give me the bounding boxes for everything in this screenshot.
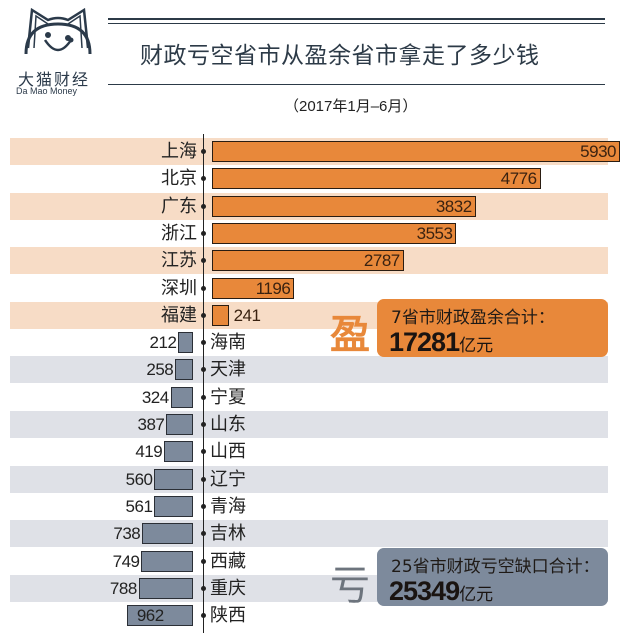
value-label: 4776 bbox=[500, 169, 537, 189]
region-label: 北京 bbox=[161, 168, 197, 190]
chart-title: 财政亏空省市从盈余省市拿走了多少钱 bbox=[140, 43, 540, 69]
region-label: 西藏 bbox=[210, 550, 246, 572]
value-label: 561 bbox=[125, 496, 153, 516]
value-label: 324 bbox=[141, 387, 169, 407]
region-label: 浙江 bbox=[161, 222, 197, 244]
chart-row bbox=[10, 493, 608, 520]
deficit-bar bbox=[166, 414, 193, 435]
value-label: 3832 bbox=[435, 196, 472, 216]
chart-row bbox=[10, 438, 608, 465]
chart-row bbox=[10, 275, 608, 302]
region-label: 福建 bbox=[161, 304, 197, 326]
region-label: 山西 bbox=[210, 441, 246, 463]
value-label: 2787 bbox=[363, 251, 400, 271]
surplus-bar bbox=[212, 277, 295, 299]
region-label: 吉林 bbox=[210, 523, 246, 545]
center-axis bbox=[203, 134, 204, 633]
deficit-total-unit: 亿元 bbox=[459, 585, 494, 604]
region-label: 辽宁 bbox=[210, 468, 246, 490]
chart-subtitle: （2017年1月–6月） bbox=[284, 98, 418, 115]
region-label: 陕西 bbox=[210, 605, 246, 627]
deficit-total: 25349亿元 bbox=[389, 576, 493, 607]
deficit-bar bbox=[175, 359, 193, 381]
deficit-bar bbox=[141, 550, 193, 572]
region-label: 宁夏 bbox=[210, 386, 246, 408]
deficit-total-box: 25省市财政亏空缺口合计： 25349亿元 bbox=[377, 548, 608, 606]
region-label: 深圳 bbox=[161, 277, 197, 299]
deficit-bar bbox=[142, 523, 193, 545]
value-label: 241 bbox=[233, 305, 261, 325]
chart-row bbox=[10, 384, 608, 411]
value-label: 419 bbox=[135, 442, 163, 462]
deficit-char: 亏 bbox=[330, 563, 370, 609]
value-label: 258 bbox=[146, 360, 174, 380]
region-label: 青海 bbox=[210, 495, 246, 517]
deficit-caption: 25省市财政亏空缺口合计： bbox=[391, 557, 600, 577]
surplus-total: 17281亿元 bbox=[389, 327, 493, 358]
deficit-total-value: 25349 bbox=[389, 576, 460, 606]
surplus-total-value: 17281 bbox=[389, 327, 460, 357]
title-rule-top bbox=[108, 18, 605, 20]
region-label: 广东 bbox=[161, 195, 197, 217]
value-label: 788 bbox=[109, 578, 137, 598]
value-label: 962 bbox=[136, 606, 164, 626]
chart-row bbox=[10, 465, 608, 493]
surplus-char: 盈 bbox=[330, 312, 370, 358]
value-label: 560 bbox=[125, 469, 153, 489]
deficit-bar bbox=[126, 605, 193, 627]
title-rule-bottom bbox=[108, 84, 605, 85]
region-label: 海南 bbox=[210, 332, 246, 354]
deficit-bar bbox=[138, 577, 193, 599]
value-label: 212 bbox=[149, 333, 177, 353]
surplus-bar bbox=[212, 168, 541, 190]
surplus-bar bbox=[212, 250, 404, 272]
chart-row bbox=[10, 520, 608, 548]
region-label: 山东 bbox=[210, 414, 246, 435]
deficit-bar bbox=[164, 441, 193, 463]
deficit-bar bbox=[154, 468, 193, 490]
value-label: 5930 bbox=[580, 142, 616, 161]
cat-logo-icon bbox=[24, 7, 92, 55]
chart-row bbox=[10, 602, 608, 629]
logo-name-cn: 大猫财经 bbox=[18, 70, 91, 89]
logo: 大猫财经 Da Mao Money bbox=[8, 2, 104, 96]
value-label: 749 bbox=[112, 551, 140, 571]
deficit-bar bbox=[170, 386, 193, 408]
title-rule-top-thin bbox=[108, 23, 605, 24]
value-label: 3553 bbox=[416, 223, 453, 243]
deficit-bar bbox=[178, 332, 193, 354]
surplus-bar bbox=[212, 222, 457, 244]
value-label: 1196 bbox=[255, 278, 291, 298]
region-label: 江苏 bbox=[161, 250, 197, 272]
surplus-bar bbox=[212, 141, 620, 162]
surplus-bar bbox=[212, 304, 229, 326]
region-label: 上海 bbox=[161, 141, 197, 162]
value-label: 387 bbox=[137, 415, 165, 434]
surplus-bar bbox=[212, 195, 476, 217]
deficit-bar bbox=[154, 495, 193, 517]
region-label: 天津 bbox=[210, 359, 246, 381]
logo-name-en: Da Mao Money bbox=[16, 86, 78, 96]
surplus-total-unit: 亿元 bbox=[459, 336, 494, 355]
surplus-caption: 7省市财政盈余合计： bbox=[391, 308, 555, 328]
region-label: 重庆 bbox=[210, 577, 246, 599]
chart-row bbox=[10, 356, 608, 384]
chart-row bbox=[10, 411, 608, 438]
value-label: 738 bbox=[113, 524, 141, 544]
surplus-total-box: 7省市财政盈余合计： 17281亿元 bbox=[377, 299, 608, 357]
